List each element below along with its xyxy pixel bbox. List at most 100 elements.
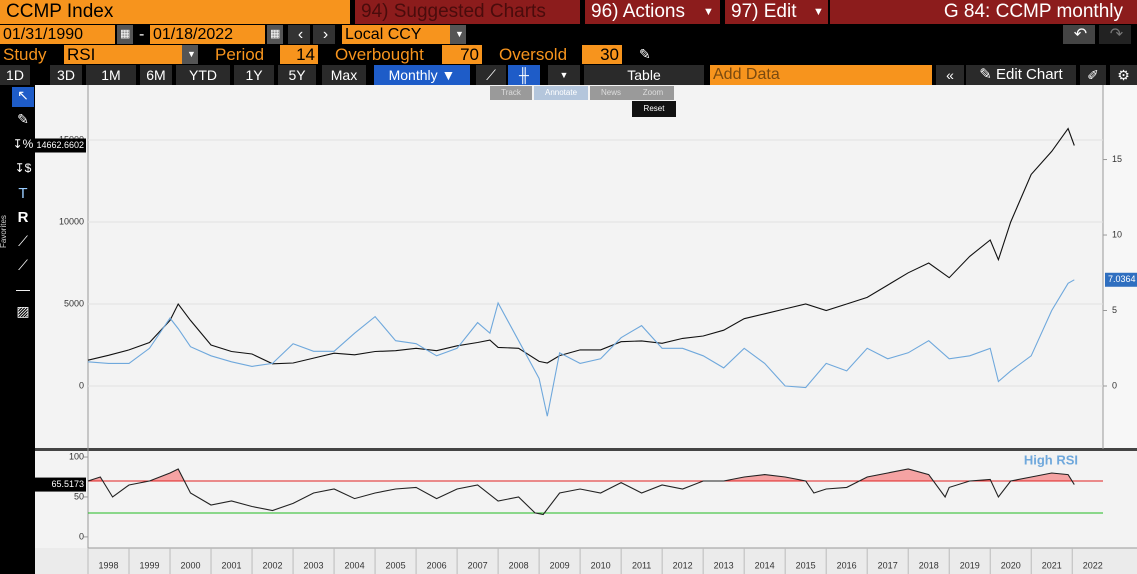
y2-tick-label: 15 <box>1112 154 1122 164</box>
x-tick-label: 2019 <box>960 560 980 570</box>
dropdown[interactable]: ▼ <box>548 65 580 85</box>
favorites[interactable]: Favorites <box>0 215 8 248</box>
period-button[interactable]: 1M <box>86 65 136 85</box>
x-tick-label: 2013 <box>714 560 734 570</box>
next-button[interactable]: › <box>313 25 335 44</box>
channel-tool[interactable]: ▨ <box>16 303 30 319</box>
series-line <box>87 279 1075 417</box>
last-value-label: 14662.6602 <box>36 140 84 150</box>
chart-background <box>35 85 1137 574</box>
percent-tool[interactable]: ↧% <box>12 137 34 151</box>
y-tick-label: 0 <box>79 531 84 541</box>
prev-button[interactable]: ‹ <box>288 25 310 44</box>
series-line <box>87 127 1075 365</box>
sidebar: ↖ ✎ ↧% ↧$ T R ⟋ ⟋ — ▨ Favorites <box>0 85 35 574</box>
x-tick-label: 1999 <box>139 560 159 570</box>
redo[interactable]: ↷ <box>1099 25 1131 44</box>
x-tick-label: 2006 <box>427 560 447 570</box>
overbought-label: Overbought <box>332 45 440 64</box>
chart-tool[interactable]: Zoom <box>632 86 674 100</box>
last-value-box <box>35 477 86 492</box>
currency[interactable]: Local CCY <box>342 25 450 44</box>
annotation: High RSI <box>1024 452 1078 467</box>
end-date[interactable]: 01/18/2022 <box>150 25 265 44</box>
line-icon[interactable]: ⟋ <box>476 65 506 85</box>
oversold[interactable]: 30 <box>582 45 622 64</box>
x-tick-label: 2002 <box>263 560 283 570</box>
pointer-tool[interactable]: ↖ <box>12 87 34 107</box>
edit-chart-text: Edit Chart <box>996 66 1063 83</box>
y2-tick-label: 0 <box>1112 380 1117 390</box>
chart-tool[interactable]: Track <box>490 86 532 100</box>
period-button[interactable]: 6M <box>140 65 172 85</box>
period-button[interactable]: 5Y <box>278 65 316 85</box>
draw-tool[interactable]: ✎ <box>17 111 29 127</box>
period-label: Period <box>212 45 278 64</box>
collapse[interactable]: « <box>936 65 964 85</box>
frequency[interactable]: Monthly ▼ <box>374 65 470 85</box>
frequency-text: Monthly <box>388 67 438 83</box>
y-tick-label: 5000 <box>64 298 84 308</box>
table-button[interactable]: Table <box>584 65 704 85</box>
text-tool[interactable]: T <box>18 185 28 202</box>
x-tick-label: 2001 <box>222 560 242 570</box>
x-tick-label: 2016 <box>837 560 857 570</box>
chart-tool[interactable]: Annotate <box>534 86 588 100</box>
menu-edit[interactable]: 97) Edit <box>725 0 807 24</box>
add-data[interactable]: Add Data <box>710 65 932 85</box>
caret: ▼ <box>697 0 720 24</box>
x-axis-strip <box>35 548 1137 574</box>
x-tick-label: 2010 <box>591 560 611 570</box>
period-button[interactable]: Max <box>322 65 366 85</box>
dropdown[interactable]: ▼ <box>450 25 466 44</box>
reset-button[interactable]: Reset <box>632 101 676 117</box>
undo[interactable]: ↶ <box>1063 25 1095 44</box>
y-tick-label: 0 <box>79 380 84 390</box>
x-tick-label: 2020 <box>1001 560 1021 570</box>
x-tick-label: 2009 <box>550 560 570 570</box>
x-tick-label: 2015 <box>796 560 816 570</box>
bar-icon[interactable]: ╫ <box>508 65 540 85</box>
overbought[interactable]: 70 <box>442 45 482 64</box>
x-tick-label: 2012 <box>673 560 693 570</box>
settings-icon[interactable]: ⚙ <box>1110 65 1137 85</box>
last-value-label: 65.5173 <box>51 479 84 489</box>
menu-suggested[interactable]: 94) Suggested Charts <box>355 0 580 24</box>
y-tick-label: 100 <box>69 451 84 461</box>
x-tick-label: 2018 <box>919 560 939 570</box>
edit-icon[interactable]: ✐ <box>1080 65 1106 85</box>
period[interactable]: 14 <box>280 45 318 64</box>
line-tool[interactable]: ⟋ <box>18 233 28 249</box>
x-tick-label: 2007 <box>468 560 488 570</box>
price-tool[interactable]: ↧$ <box>14 161 32 175</box>
period-button[interactable]: 1D <box>0 65 30 85</box>
x-tick-label: 2011 <box>632 560 651 570</box>
hline-tool[interactable]: — <box>16 281 30 297</box>
dropdown[interactable]: ▼ <box>182 45 198 64</box>
segment-tool[interactable]: ⟋ <box>18 257 28 273</box>
calendar-icon[interactable]: ▦ <box>267 25 283 44</box>
x-tick-label: 2014 <box>755 560 775 570</box>
right-axis-strip <box>1103 85 1137 449</box>
dash: - <box>139 26 145 43</box>
r-tool[interactable]: R <box>17 209 29 226</box>
last-value-box <box>35 138 86 153</box>
period-button[interactable]: 3D <box>50 65 82 85</box>
last-value-box <box>1105 272 1137 287</box>
pen-icon[interactable]: ✎ <box>639 46 651 62</box>
y2-tick-label: 5 <box>1112 305 1117 315</box>
x-tick-label: 2003 <box>304 560 324 570</box>
security[interactable]: CCMP Index <box>0 0 350 24</box>
calendar-icon[interactable]: ▦ <box>117 25 133 44</box>
x-tick-label: 2000 <box>181 560 201 570</box>
period-button[interactable]: YTD <box>176 65 230 85</box>
chart-tool[interactable]: News <box>590 86 632 100</box>
period-button[interactable]: 1Y <box>234 65 274 85</box>
y-tick-label: 10000 <box>59 216 84 226</box>
x-tick-label: 1998 <box>98 560 118 570</box>
start-date[interactable]: 01/31/1990 <box>0 25 115 44</box>
study[interactable]: RSI <box>64 45 182 64</box>
menu-actions[interactable]: 96) Actions <box>585 0 697 24</box>
edit-chart[interactable]: ✎ Edit Chart <box>966 65 1076 85</box>
